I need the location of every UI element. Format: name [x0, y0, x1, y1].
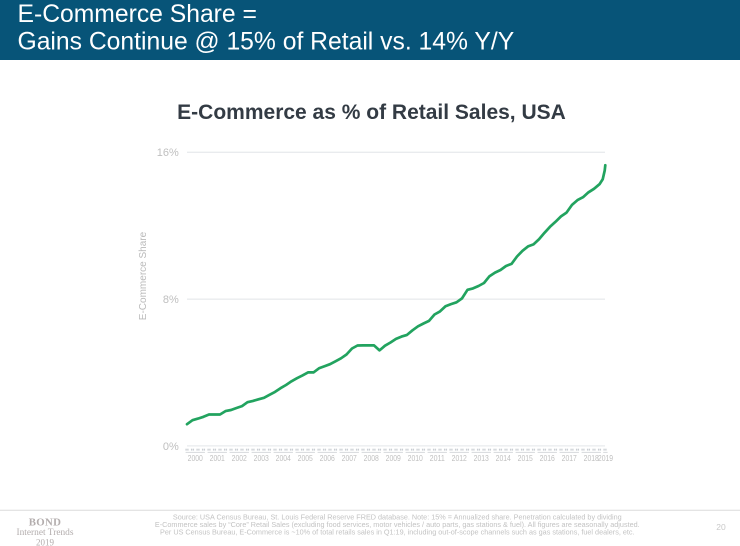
svg-text:0%: 0%	[163, 441, 179, 453]
svg-text:2009: 2009	[386, 454, 402, 463]
svg-text:2010: 2010	[408, 454, 424, 463]
svg-text:2004: 2004	[276, 454, 292, 463]
svg-text:E-Commerce Share =: E-Commerce Share =	[18, 1, 257, 28]
svg-text:8%: 8%	[163, 294, 179, 306]
svg-text:2011: 2011	[430, 454, 446, 463]
svg-text:E-Commerce sales by “Core” Ret: E-Commerce sales by “Core” Retail Sales …	[155, 520, 640, 529]
svg-text:2001: 2001	[210, 454, 226, 463]
svg-text:Internet Trends: Internet Trends	[16, 528, 73, 538]
svg-text:2019: 2019	[36, 538, 55, 546]
svg-text:2007: 2007	[342, 454, 358, 463]
svg-text:2006: 2006	[320, 454, 336, 463]
svg-text:20: 20	[716, 522, 726, 532]
svg-text:2005: 2005	[298, 454, 314, 463]
svg-text:2015: 2015	[518, 454, 534, 463]
svg-text:2000: 2000	[188, 454, 204, 463]
svg-text:2018: 2018	[584, 454, 600, 463]
svg-text:E-Commerce as % of Retail Sale: E-Commerce as % of Retail Sales, USA	[177, 101, 566, 124]
svg-text:2002: 2002	[232, 454, 248, 463]
svg-text:16%: 16%	[157, 147, 179, 159]
svg-text:Gains Continue @ 15% of Retail: Gains Continue @ 15% of Retail vs. 14% Y…	[18, 28, 515, 55]
svg-text:E-Commerce Share: E-Commerce Share	[138, 231, 149, 320]
svg-text:2017: 2017	[562, 454, 578, 463]
svg-text:2014: 2014	[496, 454, 512, 463]
svg-text:2013: 2013	[474, 454, 490, 463]
svg-text:2019: 2019	[598, 454, 614, 463]
svg-text:BOND: BOND	[29, 517, 61, 529]
svg-text:2008: 2008	[364, 454, 380, 463]
svg-text:Per US Census Bureau, E-Commer: Per US Census Bureau, E-Commerce is ~10%…	[160, 527, 635, 536]
svg-text:2012: 2012	[452, 454, 468, 463]
svg-text:Source: USA Census Bureau, St.: Source: USA Census Bureau, St. Louis Fed…	[173, 513, 622, 522]
svg-text:2003: 2003	[254, 454, 270, 463]
svg-text:2016: 2016	[540, 454, 556, 463]
